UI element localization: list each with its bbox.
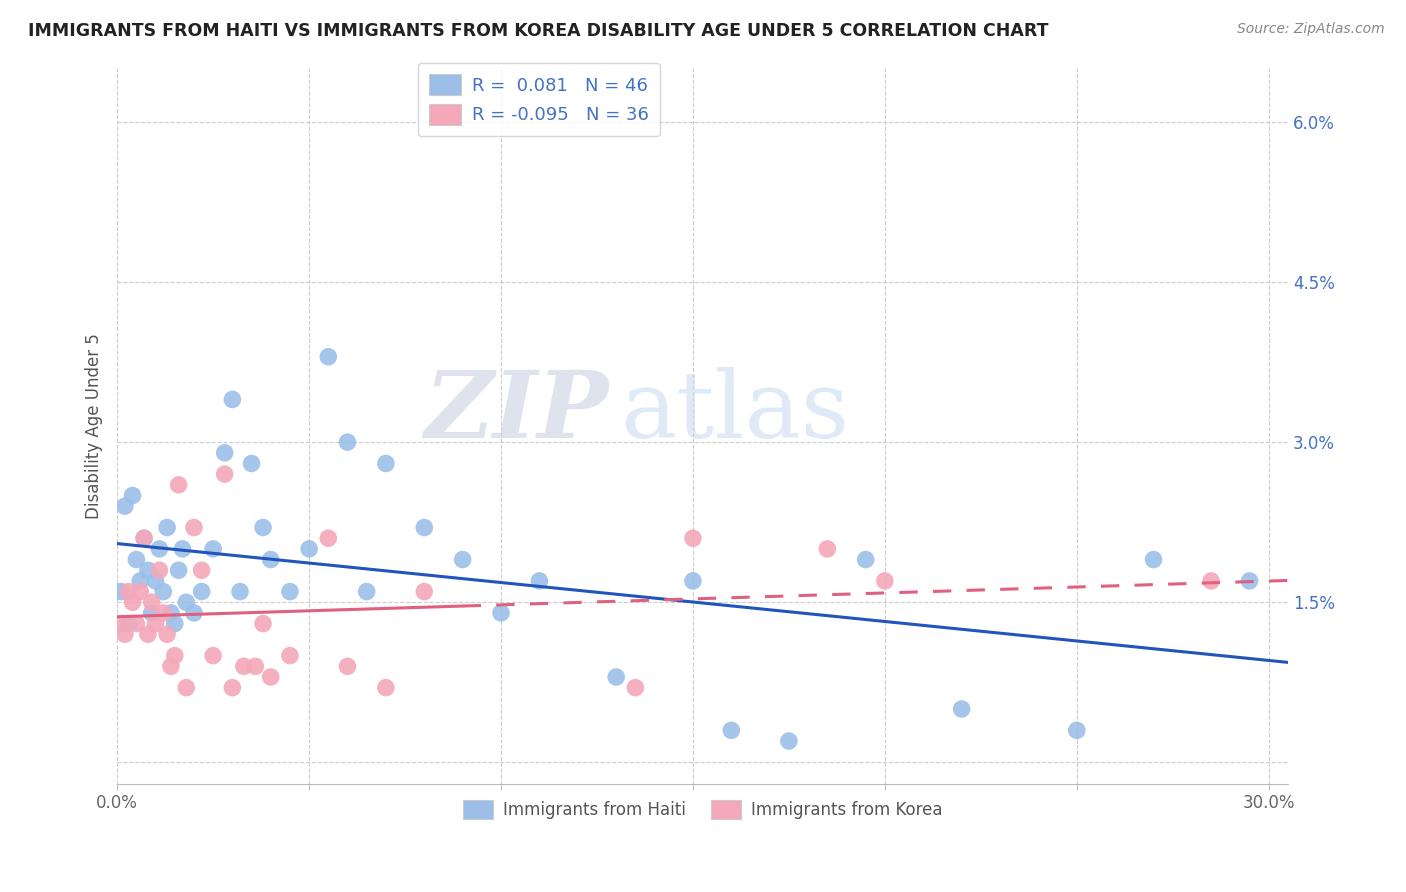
Point [129,574,152,588]
Point [167,563,190,577]
Point [298,541,321,556]
Point [121,595,143,609]
Point [160,659,183,673]
Point [356,584,378,599]
Point [152,606,174,620]
Point [121,489,143,503]
Point [374,457,396,471]
Point [129,584,152,599]
Point [110,584,132,599]
Text: IMMIGRANTS FROM HAITI VS IMMIGRANTS FROM KOREA DISABILITY AGE UNDER 5 CORRELATIO: IMMIGRANTS FROM HAITI VS IMMIGRANTS FROM… [28,22,1049,40]
Point [316,350,339,364]
Point [815,541,838,556]
Point [336,435,359,450]
Y-axis label: Disability Age Under 5: Disability Age Under 5 [86,334,103,519]
Point [489,606,512,620]
Point [950,702,973,716]
Point [316,531,339,545]
Point [145,574,167,588]
Point [136,563,159,577]
Point [221,392,243,407]
Point [240,457,263,471]
Point [141,606,163,620]
Point [260,670,283,684]
Point [148,563,170,577]
Point [1142,552,1164,566]
Point [172,541,194,556]
Point [413,584,436,599]
Point [336,659,359,673]
Point [160,606,183,620]
Point [214,467,236,482]
Point [374,681,396,695]
Text: Source: ZipAtlas.com: Source: ZipAtlas.com [1237,22,1385,37]
Point [682,574,704,588]
Point [174,681,197,695]
Point [252,616,274,631]
Point [202,648,225,663]
Point [152,584,174,599]
Point [245,659,267,673]
Point [190,563,212,577]
Point [148,541,170,556]
Point [125,616,148,631]
Point [873,574,896,588]
Point [118,616,141,631]
Point [163,648,186,663]
Point [682,531,704,545]
Point [260,552,283,566]
Point [190,584,212,599]
Point [221,681,243,695]
Point [202,541,225,556]
Point [1199,574,1222,588]
Point [132,531,155,545]
Point [136,627,159,641]
Point [232,659,254,673]
Point [278,584,301,599]
Point [167,478,190,492]
Point [114,627,136,641]
Point [1239,574,1261,588]
Text: atlas: atlas [620,367,849,457]
Point [605,670,627,684]
Point [132,531,155,545]
Point [114,499,136,513]
Point [413,520,436,534]
Point [778,734,800,748]
Point [214,446,236,460]
Point [624,681,647,695]
Point [183,520,205,534]
Point [156,520,179,534]
Point [118,584,141,599]
Point [125,552,148,566]
Point [174,595,197,609]
Point [183,606,205,620]
Point [720,723,742,738]
Point [110,616,132,631]
Point [252,520,274,534]
Point [145,616,167,631]
Point [141,595,163,609]
Text: ZIP: ZIP [425,367,609,457]
Point [229,584,252,599]
Point [855,552,877,566]
Point [451,552,474,566]
Legend: Immigrants from Haiti, Immigrants from Korea: Immigrants from Haiti, Immigrants from K… [456,793,949,825]
Point [163,616,186,631]
Point [1066,723,1088,738]
Point [529,574,551,588]
Point [156,627,179,641]
Point [278,648,301,663]
